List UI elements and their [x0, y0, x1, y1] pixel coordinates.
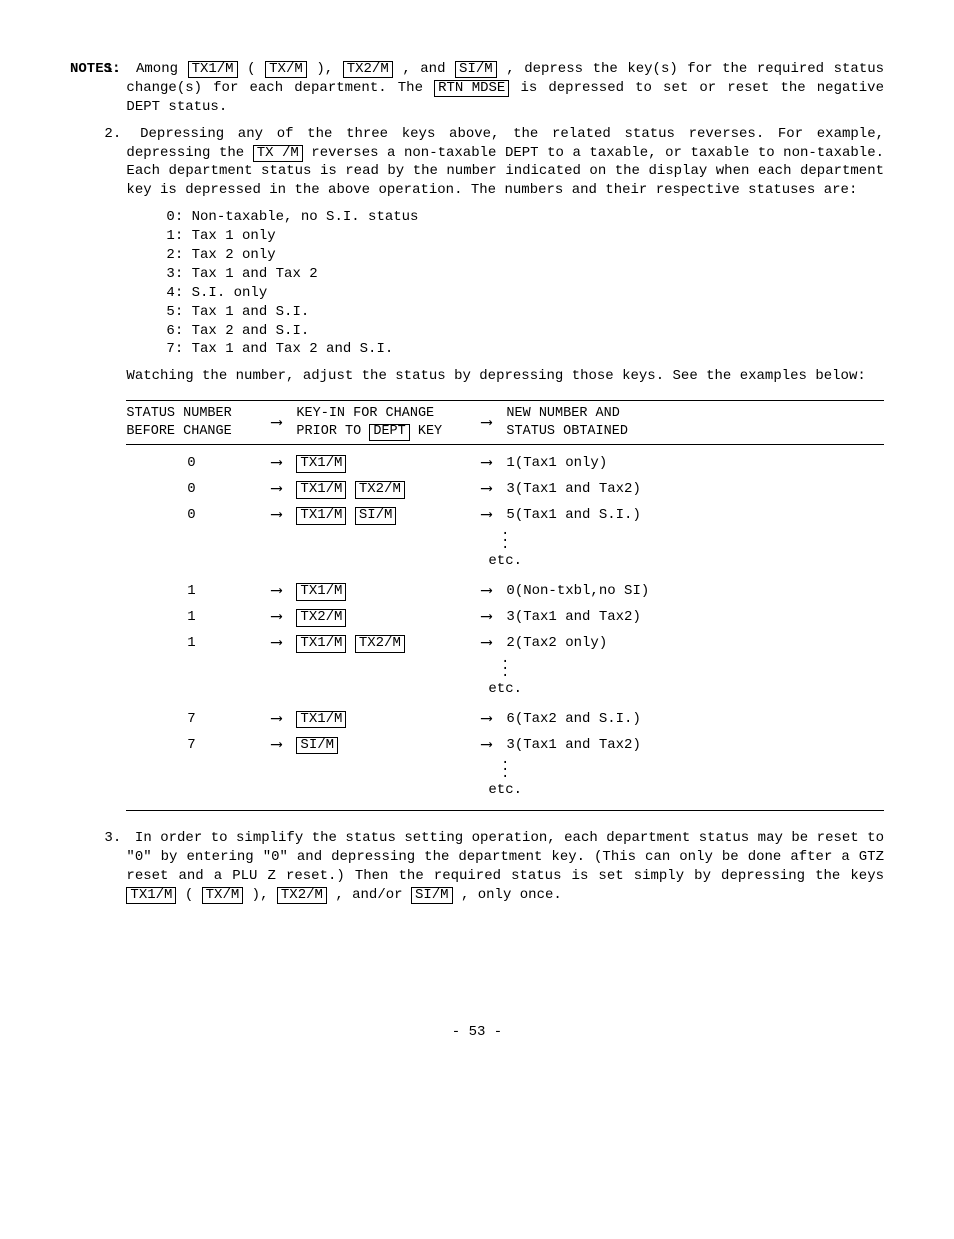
key-dept: DEPT	[369, 424, 409, 441]
table-row: 1⟶TX2/M ⟶3(Tax1 and Tax2)	[126, 605, 884, 631]
arrow-icon: ⟶	[272, 582, 282, 600]
status-line: 2: Tax 2 only	[166, 246, 884, 265]
key-tx1m: TX1/M	[126, 887, 176, 904]
note-num: 2.	[104, 125, 126, 144]
key-sim: SI/M	[355, 507, 397, 524]
key-tx2m: TX2/M	[296, 609, 346, 626]
arrow-icon: ⟶	[272, 710, 282, 728]
table-row: 7⟶TX1/M ⟶6(Tax2 and S.I.)	[126, 706, 884, 732]
arrow-icon: ⟶	[482, 454, 492, 472]
key-tx1m: TX1/M	[296, 507, 346, 524]
arrow-icon: ⟶	[482, 710, 492, 728]
arrow-icon: ⟶	[482, 634, 492, 652]
table-row: 0⟶TX1/M SI/M ⟶5(Tax1 and S.I.)	[126, 503, 884, 529]
table-row: 1⟶TX1/M ⟶0(Non-txbl,no SI)	[126, 579, 884, 605]
key-tx1m: TX1/M	[296, 481, 346, 498]
key-rtn-mdse: RTN MDSE	[434, 80, 509, 97]
note-2-p1: 2. Depressing any of the three keys abov…	[126, 125, 884, 201]
note-num: 3.	[104, 829, 126, 848]
key-tx1m: TX1/M	[296, 635, 346, 652]
arrow-icon: ⟶	[272, 736, 282, 754]
arrow-icon: ⟶	[482, 608, 492, 626]
status-table: STATUS NUMBER BEFORE CHANGE ⟶ KEY-IN FOR…	[126, 400, 884, 811]
arrow-icon: ⟶	[482, 582, 492, 600]
key-tx1m: TX1/M	[296, 583, 346, 600]
arrow-icon: ⟶	[482, 736, 492, 754]
page-number: - 53 -	[70, 1023, 884, 1042]
key-txm: TX /M	[253, 145, 303, 162]
arrow-icon: ⟶	[482, 506, 492, 524]
arrow-icon: ⟶	[272, 454, 282, 472]
status-line: 0: Non-taxable, no S.I. status	[166, 208, 884, 227]
arrow-icon: ⟶	[272, 608, 282, 626]
status-list: 0: Non-taxable, no S.I. status1: Tax 1 o…	[166, 208, 884, 359]
etc-separator: ···etc.	[126, 659, 884, 699]
status-line: 5: Tax 1 and S.I.	[166, 303, 884, 322]
arrow-icon: ⟶	[482, 480, 492, 498]
status-line: 6: Tax 2 and S.I.	[166, 322, 884, 341]
note-3: 3. In order to simplify the status setti…	[126, 829, 884, 905]
note-num: 1.	[104, 60, 126, 79]
key-tx1m: TX1/M	[296, 455, 346, 472]
arrow-icon: ⟶	[482, 414, 492, 432]
arrow-icon: ⟶	[272, 414, 282, 432]
table-row: 0⟶TX1/M TX2/M ⟶3(Tax1 and Tax2)	[126, 477, 884, 503]
key-tx2m: TX2/M	[355, 635, 405, 652]
status-line: 7: Tax 1 and Tax 2 and S.I.	[166, 340, 884, 359]
key-txm: TX/M	[265, 61, 307, 78]
arrow-icon: ⟶	[272, 634, 282, 652]
key-tx2m: TX2/M	[355, 481, 405, 498]
table-row: 1⟶TX1/M TX2/M ⟶2(Tax2 only)	[126, 631, 884, 657]
arrow-icon: ⟶	[272, 480, 282, 498]
status-line: 3: Tax 1 and Tax 2	[166, 265, 884, 284]
table-row: 0⟶TX1/M ⟶1(Tax1 only)	[126, 451, 884, 477]
key-tx2m: TX2/M	[277, 887, 327, 904]
status-line: 1: Tax 1 only	[166, 227, 884, 246]
key-tx1m: TX1/M	[296, 711, 346, 728]
notes-header: NOTES: 1. Among TX1/M ( TX/M ), TX2/M , …	[70, 60, 884, 913]
arrow-icon: ⟶	[272, 506, 282, 524]
key-sim: SI/M	[296, 737, 338, 754]
etc-separator: ···etc.	[126, 531, 884, 571]
key-tx2m: TX2/M	[343, 61, 393, 78]
table-header: STATUS NUMBER BEFORE CHANGE ⟶ KEY-IN FOR…	[126, 405, 884, 444]
notes-label: NOTES:	[70, 60, 120, 913]
note-1: 1. Among TX1/M ( TX/M ), TX2/M , and SI/…	[126, 60, 884, 117]
key-tx1m: TX1/M	[188, 61, 238, 78]
key-txm: TX/M	[202, 887, 244, 904]
key-sim: SI/M	[411, 887, 453, 904]
status-line: 4: S.I. only	[166, 284, 884, 303]
note-2-p2: Watching the number, adjust the status b…	[126, 367, 884, 386]
etc-separator: ···etc.	[126, 760, 884, 800]
key-sim: SI/M	[455, 61, 497, 78]
